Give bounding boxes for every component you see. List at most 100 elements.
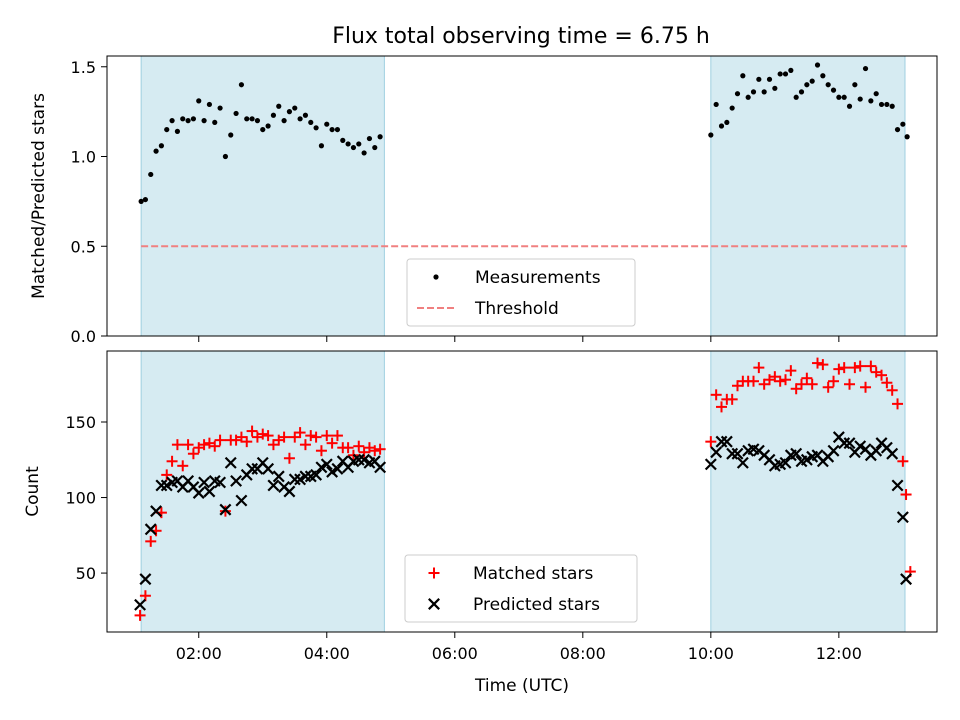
matched-star-point <box>182 439 194 451</box>
matched-star-point <box>321 430 333 442</box>
matched-star-point <box>315 445 327 457</box>
legend-label: Predicted stars <box>473 595 600 615</box>
matched-star-point <box>806 378 818 390</box>
matched-star-point <box>278 431 290 443</box>
matched-star-point <box>171 439 183 451</box>
x-tick-label: 10:00 <box>688 644 734 663</box>
predicted-star-point <box>299 470 312 483</box>
matched-star-point <box>892 398 904 410</box>
matched-star-point <box>145 535 157 547</box>
matched-star-point <box>342 442 354 454</box>
matched-star-point <box>331 430 343 442</box>
x-tick-label: 12:00 <box>816 644 862 663</box>
measurement-point <box>345 141 351 147</box>
measurement-point <box>361 150 367 156</box>
predicted-star-point <box>779 456 792 469</box>
predicted-star-point <box>192 487 205 499</box>
predicted-star-point <box>374 461 387 474</box>
matched-star-point <box>838 362 850 374</box>
matched-star-point <box>828 375 840 387</box>
measurement-point <box>350 144 357 151</box>
measurement-point <box>718 123 725 129</box>
predicted-star-point <box>246 462 259 475</box>
measurement-point <box>852 82 858 88</box>
matched-star-point <box>187 448 199 460</box>
legend-box <box>406 258 636 327</box>
figure-title: Flux total observing time = 6.75 h <box>332 24 710 49</box>
predicted-star-point <box>203 485 216 498</box>
x-axis-ticks <box>198 336 840 342</box>
measurement-point <box>164 126 170 133</box>
measurement-point <box>174 128 181 134</box>
measurement-point <box>340 137 346 143</box>
measurement-point <box>276 103 282 109</box>
measurement-point <box>713 101 719 108</box>
legend-label: Measurements <box>475 268 601 288</box>
matched-star-point <box>865 360 877 372</box>
matched-star-point <box>881 377 893 389</box>
predicted-star-point <box>870 444 883 457</box>
x-axis-ticks: 02:00 04:00 06:00 08:00 10:00 12:00 <box>176 632 862 663</box>
measurement-point <box>798 89 805 95</box>
matched-star-point <box>886 384 898 396</box>
y-tick-label: 100 <box>65 489 96 508</box>
measurement-point <box>270 112 277 118</box>
x-tick-label: 04:00 <box>304 644 350 663</box>
measurement-point <box>190 116 197 122</box>
predicted-star-point <box>428 598 440 610</box>
measurement-point <box>313 125 319 131</box>
predicted-star-point <box>214 476 227 489</box>
measurement-point <box>366 135 373 142</box>
measurement-point <box>766 76 773 82</box>
measurement-point <box>873 91 879 97</box>
matched-star-point <box>428 567 440 579</box>
measurement-point <box>745 94 751 100</box>
matched-star-point <box>705 436 717 448</box>
matched-star-point <box>283 452 295 464</box>
matched-star-point <box>257 428 269 440</box>
matched-star-point <box>801 372 813 384</box>
matched-star-point <box>214 434 226 446</box>
matched-star-point <box>710 389 722 401</box>
matched-star-point <box>785 365 797 377</box>
matched-star-point <box>726 393 738 405</box>
matched-star-point <box>353 440 365 452</box>
predicted-star-point <box>198 476 211 489</box>
matched-star-point <box>369 445 381 457</box>
matched-star-point <box>796 378 808 390</box>
matched-star-point <box>139 590 151 602</box>
matched-star-point <box>166 455 178 467</box>
measurement-point <box>185 118 191 124</box>
matched-star-point <box>262 430 274 442</box>
predicted-star-point <box>726 447 739 460</box>
legend-label: Matched stars <box>473 564 593 584</box>
y-tick-label: 50 <box>76 564 96 583</box>
measurement-point <box>729 105 735 111</box>
measurement-point <box>238 82 245 88</box>
measurement-point <box>292 105 298 111</box>
measurement-point <box>244 116 250 122</box>
predicted-star-point <box>736 456 749 469</box>
observing-window-band <box>141 351 385 632</box>
measurement-point <box>302 112 309 118</box>
measurement-point <box>894 126 901 133</box>
measurement-point <box>433 274 439 280</box>
predicted-star-point <box>715 435 728 448</box>
measurement-point <box>372 144 378 151</box>
predicted-star-point <box>843 437 856 450</box>
measurement-point <box>836 94 842 100</box>
measurement-point <box>265 123 271 129</box>
predicted-star-point <box>900 573 913 586</box>
x-tick-label: 02:00 <box>176 644 222 663</box>
matched-star-point <box>822 381 834 393</box>
y-tick-label: 0.0 <box>71 327 96 346</box>
matched-star-point <box>305 430 317 442</box>
predicted-star-point <box>331 462 344 475</box>
matched-star-point <box>134 609 146 621</box>
y-tick-label: 0.5 <box>71 237 96 256</box>
measurement-point <box>708 132 714 138</box>
measurement-point <box>158 143 165 149</box>
measurement-point <box>142 196 149 203</box>
